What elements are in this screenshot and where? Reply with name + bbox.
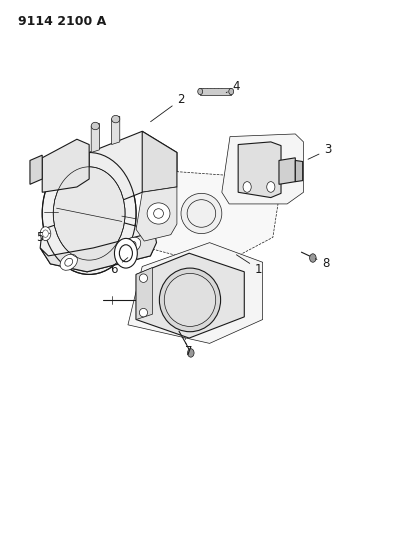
Polygon shape (136, 253, 244, 338)
Ellipse shape (164, 273, 216, 326)
Polygon shape (89, 131, 177, 214)
Polygon shape (200, 88, 231, 95)
Ellipse shape (115, 238, 137, 268)
Polygon shape (142, 131, 177, 192)
Text: 9114 2100 A: 9114 2100 A (18, 14, 106, 28)
Text: 5: 5 (37, 231, 50, 244)
Polygon shape (279, 158, 296, 184)
Ellipse shape (229, 88, 234, 95)
Ellipse shape (112, 115, 120, 123)
Polygon shape (40, 232, 157, 272)
Text: 2: 2 (150, 93, 185, 122)
Ellipse shape (243, 182, 251, 192)
Ellipse shape (181, 193, 222, 233)
Polygon shape (136, 187, 177, 241)
Polygon shape (30, 155, 42, 184)
Ellipse shape (309, 254, 316, 262)
Text: 8: 8 (315, 257, 330, 270)
Ellipse shape (60, 254, 77, 270)
Text: 4: 4 (226, 80, 240, 93)
Ellipse shape (159, 268, 221, 332)
Text: 6: 6 (110, 257, 128, 276)
Polygon shape (136, 268, 152, 319)
Polygon shape (40, 214, 157, 272)
Ellipse shape (198, 88, 203, 95)
Polygon shape (42, 139, 89, 192)
Polygon shape (91, 123, 99, 152)
Text: 7: 7 (185, 338, 193, 358)
Polygon shape (128, 243, 263, 343)
Ellipse shape (40, 227, 51, 240)
Polygon shape (238, 142, 281, 198)
Ellipse shape (91, 122, 99, 130)
Ellipse shape (139, 309, 148, 317)
Ellipse shape (53, 167, 125, 260)
Polygon shape (222, 134, 303, 204)
Text: 1: 1 (236, 255, 262, 276)
Ellipse shape (139, 274, 148, 282)
Polygon shape (296, 160, 302, 182)
Ellipse shape (42, 152, 136, 274)
Ellipse shape (267, 182, 275, 192)
Ellipse shape (147, 203, 170, 224)
Ellipse shape (187, 349, 194, 357)
Polygon shape (112, 116, 120, 144)
Polygon shape (144, 171, 279, 266)
Text: 3: 3 (308, 143, 332, 159)
Ellipse shape (123, 237, 141, 253)
